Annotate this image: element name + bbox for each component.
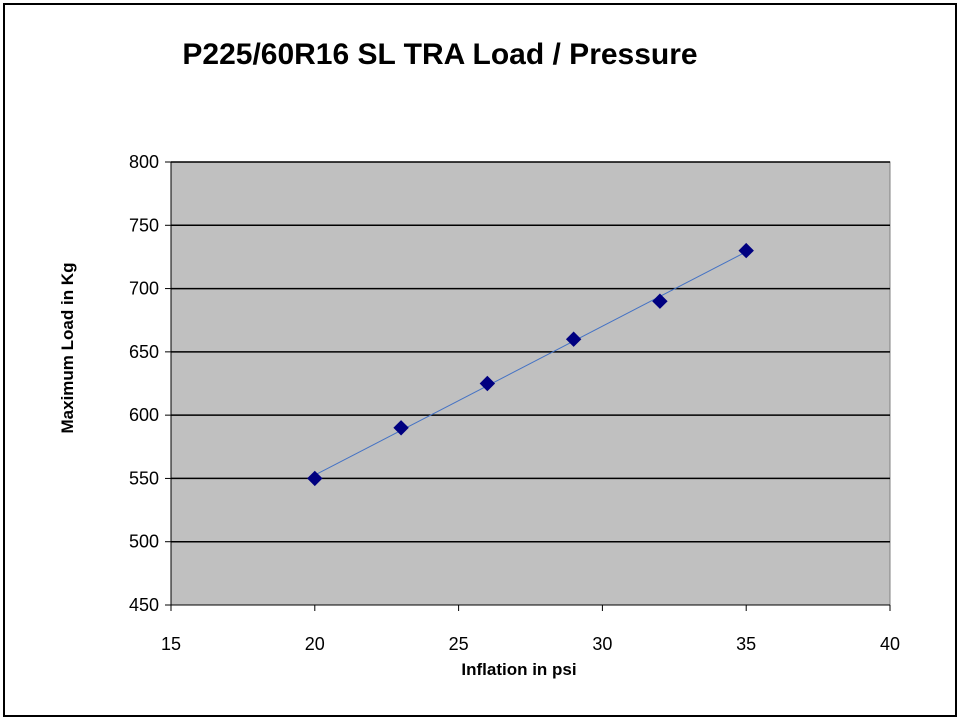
y-tick-label-600: 600 xyxy=(129,405,159,425)
data-point-23 xyxy=(393,420,409,436)
x-tick-labels: 15 20 25 30 35 40 xyxy=(161,634,900,654)
data-point-20 xyxy=(307,470,323,487)
y-tick-label-550: 550 xyxy=(129,468,159,488)
gridlines xyxy=(171,161,890,543)
x-tick-label-25: 25 xyxy=(449,634,469,654)
data-point-26 xyxy=(479,375,496,392)
plot-area xyxy=(170,161,891,606)
x-tick-label-15: 15 xyxy=(161,634,181,654)
y-tick-label-750: 750 xyxy=(129,215,159,235)
y-tick-label-500: 500 xyxy=(129,532,159,552)
trendline-series-0 xyxy=(314,251,747,476)
data-points xyxy=(307,242,754,487)
y-tick-label-800: 800 xyxy=(129,152,159,172)
x-axis-label: Inflation in psi xyxy=(461,660,576,679)
data-point-35 xyxy=(738,242,754,259)
axes xyxy=(165,161,891,611)
x-tick-label-40: 40 xyxy=(880,634,900,654)
x-tick-label-35: 35 xyxy=(736,634,756,654)
y-tick-label-700: 700 xyxy=(129,279,159,299)
y-axis-label: Maximum Load in Kg xyxy=(58,263,77,434)
trendline xyxy=(314,251,747,476)
x-tick-label-30: 30 xyxy=(592,634,612,654)
data-point-32 xyxy=(652,293,668,309)
y-tick-label-650: 650 xyxy=(129,342,159,362)
y-tick-labels: 450 500 550 600 650 700 750 800 xyxy=(129,152,159,615)
data-point-29 xyxy=(565,331,582,347)
chart-title: P225/60R16 SL TRA Load / Pressure xyxy=(182,38,697,71)
x-tick-label-20: 20 xyxy=(305,634,325,654)
y-tick-label-450: 450 xyxy=(129,595,159,615)
